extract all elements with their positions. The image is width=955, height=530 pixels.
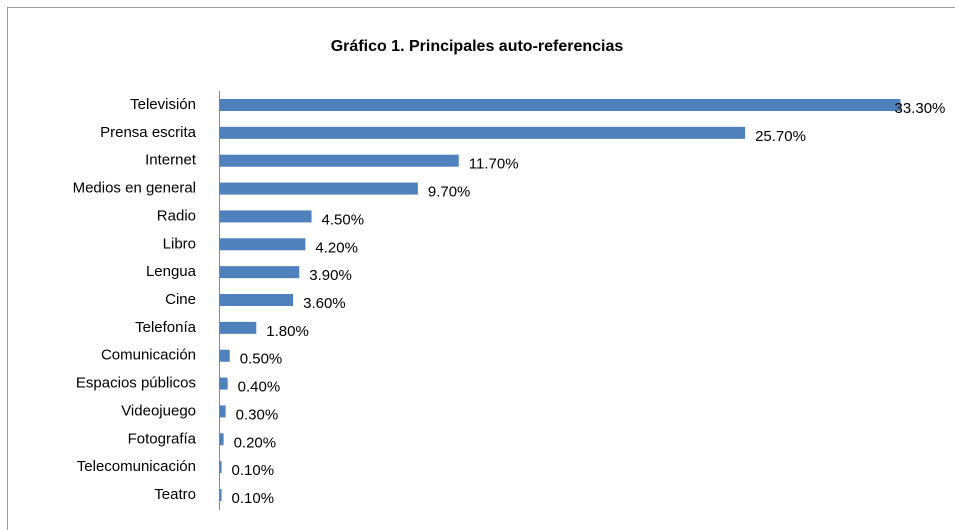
bar [219,294,294,306]
value-label: 11.70% [469,156,519,173]
category-label: Prensa escrita [100,124,197,141]
category-label: Telefonía [135,319,197,336]
bar [219,99,901,111]
bar [219,126,746,139]
category-label: Fotografía [128,430,197,447]
category-label: Teatro [154,486,196,503]
bar [219,349,230,362]
category-label: Cine [165,291,196,308]
bar [219,182,418,195]
chart-frame [7,7,955,530]
value-label: 1.80% [266,323,309,340]
value-label: 0.20% [234,434,277,451]
bar [219,238,306,251]
value-label: 9.70% [428,184,471,201]
value-label: 0.40% [238,379,281,396]
category-label: Radio [157,207,196,224]
category-label: Espacios públicos [76,375,196,392]
bar [219,489,222,501]
bar [219,210,312,223]
value-label: 25.70% [755,128,806,145]
category-label: Comunicación [101,347,196,364]
value-label: 4.20% [315,239,358,256]
bar [219,405,226,418]
value-label: 0.50% [240,351,283,368]
category-label: Videojuego [121,402,196,419]
chart-title: Gráfico 1. Principales auto-referencias [331,38,624,55]
category-label: Lengua [146,263,197,280]
category-label: Telecomunicación [77,458,196,475]
category-label: Televisión [130,96,196,113]
bar [219,266,300,279]
value-label: 3.60% [303,295,346,312]
value-label: 0.10% [232,462,275,479]
bar [219,461,222,474]
bar [219,321,257,334]
bar [219,154,459,167]
value-label: 3.90% [309,267,352,284]
category-label: Medios en general [73,180,196,197]
value-label: 4.50% [322,211,365,228]
value-label: 0.10% [232,490,275,507]
bar [219,433,224,446]
value-label: 0.30% [236,406,279,423]
value-label: 33.30% [895,100,946,117]
category-label: Libro [163,235,196,252]
category-label: Internet [145,152,197,169]
bar [219,377,228,390]
